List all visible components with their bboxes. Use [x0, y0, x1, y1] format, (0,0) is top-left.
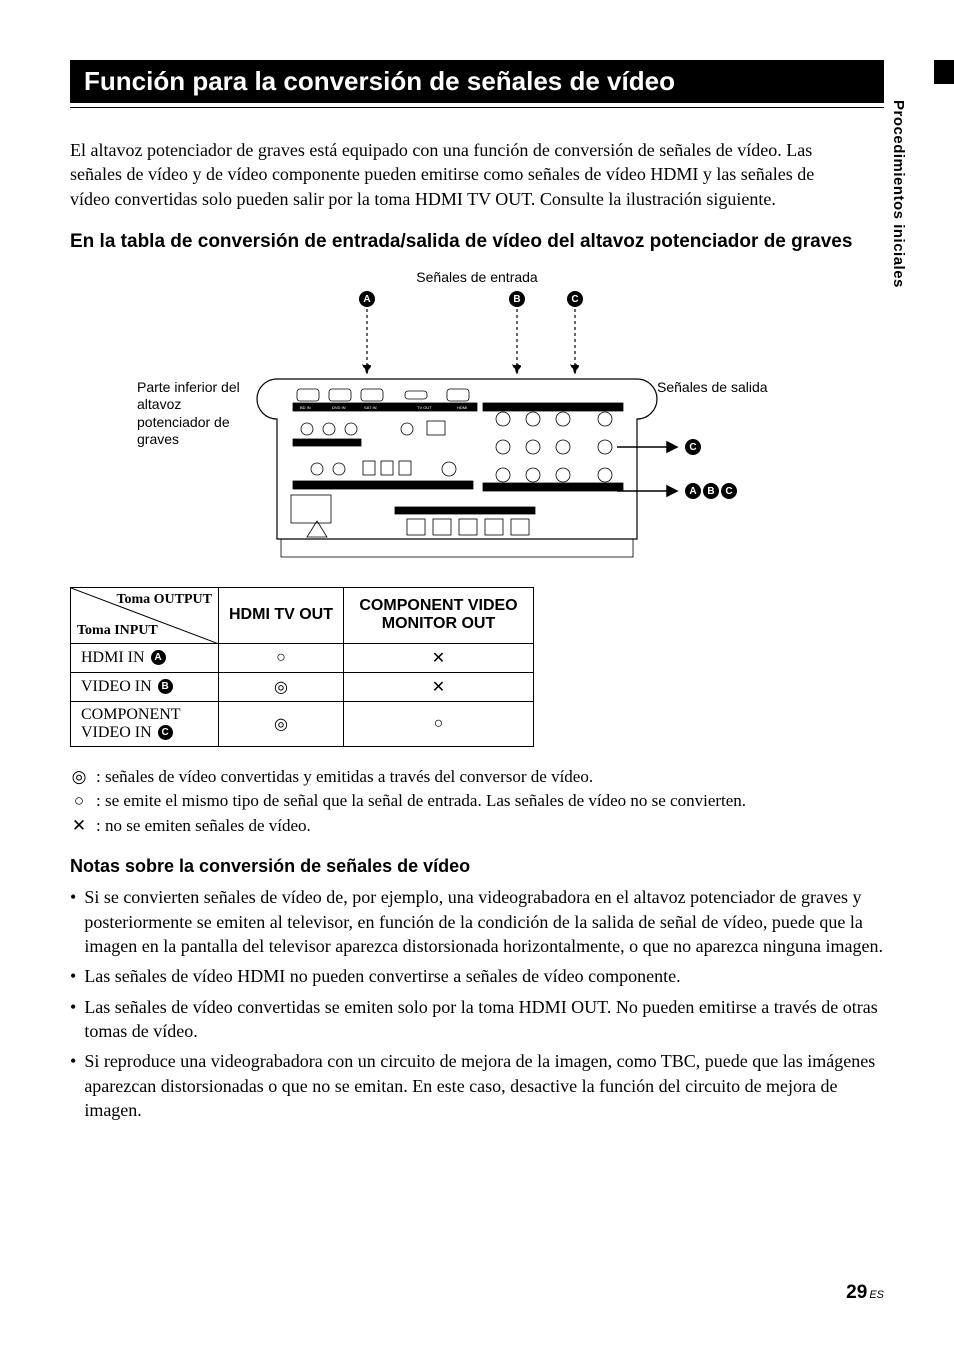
title-underline	[70, 107, 884, 108]
table-cell: ○	[344, 701, 534, 746]
legend: ◎ : señales de vídeo convertidas y emiti…	[70, 765, 884, 839]
svg-text:HDMI: HDMI	[457, 405, 467, 410]
legend-x: ✕ : no se emiten señales de vídeo.	[70, 814, 884, 839]
table-cell: ✕	[344, 672, 534, 701]
svg-text:C: C	[725, 486, 732, 497]
double-circle-icon: ◎	[70, 765, 88, 790]
list-item: Las señales de vídeo convertidas se emit…	[70, 995, 884, 1044]
subheading-conversion-table: En la tabla de conversión de entrada/sal…	[70, 229, 884, 255]
table-corner: Toma OUTPUT Toma INPUT	[71, 587, 219, 643]
svg-text:A: A	[363, 294, 370, 305]
svg-text:DVD IN: DVD IN	[332, 405, 346, 410]
side-tab	[934, 60, 954, 84]
table-row: VIDEO IN B ◎ ✕	[71, 672, 534, 701]
notes-list: Si se convierten señales de vídeo de, po…	[70, 885, 884, 1122]
list-item: Si se convierten señales de vídeo de, po…	[70, 885, 884, 958]
table-row-hdmi-in: HDMI IN A	[71, 643, 219, 672]
table-cell: ◎	[219, 701, 344, 746]
conversion-diagram: Señales de entrada Parte inferior del al…	[97, 269, 857, 569]
table-row: HDMI IN A ○ ✕	[71, 643, 534, 672]
table-corner-input: Toma INPUT	[77, 623, 158, 639]
svg-text:A: A	[689, 486, 696, 497]
table-cell: ◎	[219, 672, 344, 701]
table-row-video-in: VIDEO IN B	[71, 672, 219, 701]
legend-open-circle: ○ : se emite el mismo tipo de señal que …	[70, 789, 884, 814]
table-corner-output: Toma OUTPUT	[116, 592, 212, 608]
svg-text:TV OUT: TV OUT	[417, 405, 432, 410]
table-row-component-in: COMPONENT VIDEO IN C	[71, 701, 219, 746]
page-title: Función para la conversión de señales de…	[70, 60, 884, 103]
notes-heading: Notas sobre la conversión de señales de …	[70, 856, 884, 877]
list-item: Si reproduce una videograbadora con un c…	[70, 1049, 884, 1122]
table-row: COMPONENT VIDEO IN C ◎ ○	[71, 701, 534, 746]
list-item: Las señales de vídeo HDMI no pueden conv…	[70, 964, 884, 988]
side-section-label: Procedimientos iniciales	[890, 100, 907, 288]
diagram-svg: A B C	[97, 269, 857, 569]
svg-text:SAT IN: SAT IN	[364, 405, 377, 410]
page-number: 29ES	[846, 1282, 884, 1304]
svg-text:C: C	[689, 442, 696, 453]
intro-paragraph: El altavoz potenciador de graves está eq…	[70, 138, 884, 211]
svg-text:B: B	[707, 486, 714, 497]
table-cell: ✕	[344, 643, 534, 672]
svg-text:B: B	[513, 294, 520, 305]
conversion-table: Toma OUTPUT Toma INPUT HDMI TV OUT COMPO…	[70, 587, 534, 747]
open-circle-icon: ○	[70, 789, 88, 814]
table-col-component: COMPONENT VIDEO MONITOR OUT	[344, 587, 534, 643]
legend-double-circle: ◎ : señales de vídeo convertidas y emiti…	[70, 765, 884, 790]
table-col-hdmi: HDMI TV OUT	[219, 587, 344, 643]
svg-text:C: C	[571, 294, 578, 305]
table-cell: ○	[219, 643, 344, 672]
svg-text:BD IN: BD IN	[300, 405, 311, 410]
x-icon: ✕	[70, 814, 88, 839]
